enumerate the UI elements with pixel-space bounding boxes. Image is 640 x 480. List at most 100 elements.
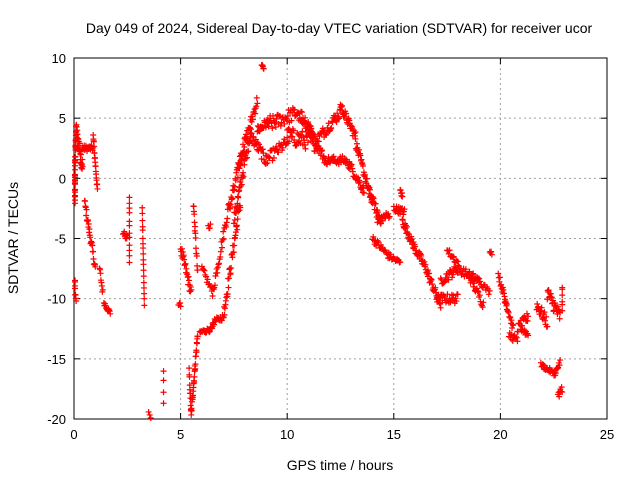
data-point (85, 221, 92, 228)
data-point (454, 258, 461, 265)
data-point (397, 259, 404, 266)
data-point (327, 125, 334, 132)
data-point (479, 304, 486, 311)
data-points (72, 61, 566, 421)
data-point (188, 286, 195, 293)
data-point (194, 333, 201, 340)
data-point (92, 163, 99, 170)
data-point (252, 110, 259, 117)
data-point (126, 259, 133, 266)
data-point (556, 315, 563, 322)
data-point (253, 94, 260, 101)
data-point (228, 264, 235, 271)
data-point (73, 123, 80, 130)
data-point (206, 329, 213, 336)
data-point (486, 287, 493, 294)
data-point (270, 154, 277, 161)
x-tick-label: 25 (600, 427, 614, 442)
data-point (368, 199, 375, 206)
data-point (559, 292, 566, 299)
data-point (218, 244, 225, 251)
data-point (206, 225, 213, 232)
data-point (231, 242, 238, 249)
data-point (325, 120, 332, 127)
data-point (182, 260, 189, 267)
data-point (92, 263, 99, 270)
data-point (238, 157, 245, 164)
x-tick-label: 20 (493, 427, 507, 442)
data-point (90, 248, 97, 255)
data-point (209, 293, 216, 300)
data-point (523, 310, 530, 317)
data-point (192, 245, 199, 252)
data-point (468, 274, 475, 281)
data-point (273, 115, 280, 122)
data-point (543, 313, 550, 320)
y-tick-label: -15 (47, 352, 66, 367)
data-point (238, 181, 245, 188)
data-point (512, 333, 519, 340)
data-point (191, 211, 198, 218)
data-point (205, 327, 212, 334)
data-point (277, 122, 284, 129)
data-point (90, 256, 97, 263)
data-point (247, 124, 254, 131)
data-point (229, 254, 236, 261)
data-point (372, 200, 379, 207)
data-point (140, 273, 147, 280)
data-point (204, 276, 211, 283)
data-point (360, 189, 367, 196)
data-point (334, 110, 341, 117)
data-point (244, 135, 251, 142)
data-point (201, 267, 208, 274)
data-point (233, 209, 240, 216)
data-point (330, 153, 337, 160)
data-point (433, 296, 440, 303)
data-point (316, 133, 323, 140)
data-point (488, 248, 495, 255)
data-point (191, 379, 198, 386)
data-point (301, 137, 308, 144)
y-tick-label: 5 (59, 111, 66, 126)
data-point (160, 368, 167, 375)
data-point (343, 110, 350, 117)
data-point (186, 277, 193, 284)
data-point (82, 198, 89, 205)
data-point (480, 299, 487, 306)
data-point (221, 311, 228, 318)
data-point (188, 407, 195, 414)
data-point (140, 279, 147, 286)
data-point (217, 248, 224, 255)
data-point (403, 223, 410, 230)
data-point (248, 130, 255, 137)
data-point (241, 143, 248, 150)
data-point (94, 185, 101, 192)
data-point (446, 247, 453, 254)
data-point (147, 415, 154, 421)
data-point (220, 228, 227, 235)
data-point (284, 134, 291, 141)
data-point (233, 205, 240, 212)
data-point (77, 150, 84, 157)
data-point (336, 115, 343, 122)
data-point (227, 270, 234, 277)
data-point (339, 102, 346, 109)
data-point (450, 253, 457, 260)
data-point (192, 235, 199, 242)
data-point (79, 163, 86, 170)
data-point (509, 336, 516, 343)
data-point (219, 236, 226, 243)
data-point (72, 200, 78, 207)
data-point (217, 253, 224, 260)
data-point (227, 201, 234, 208)
data-point (140, 284, 147, 291)
data-point (510, 322, 517, 329)
data-point (559, 286, 566, 293)
data-point (272, 123, 279, 130)
data-point (315, 138, 322, 145)
data-point (289, 133, 296, 140)
data-point (225, 284, 232, 291)
data-point (401, 206, 408, 213)
data-point (139, 210, 146, 217)
data-point (79, 156, 86, 163)
